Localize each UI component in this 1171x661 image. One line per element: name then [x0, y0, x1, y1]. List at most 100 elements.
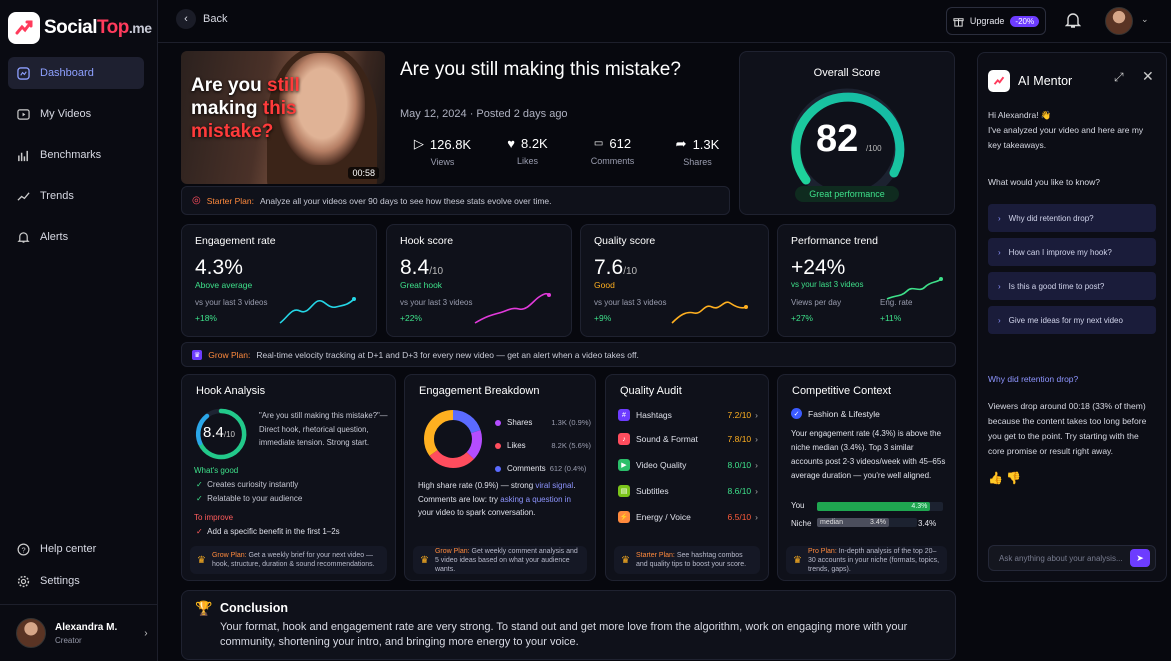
- back-button[interactable]: ‹ Back: [176, 9, 227, 29]
- nav-item-benchmarks[interactable]: Benchmarks: [8, 139, 144, 171]
- trend-icon: [17, 191, 30, 201]
- quality-row-video[interactable]: ▶ Video Quality 8.0/10 ›: [618, 456, 758, 474]
- nav-item-dashboard[interactable]: Dashboard: [8, 57, 144, 89]
- trophy-icon: 🏆: [195, 600, 213, 616]
- chevron-down-icon[interactable]: ⌄: [1141, 14, 1149, 24]
- suggestion-button[interactable]: › How can I improve my hook?: [988, 238, 1156, 266]
- user-name: Alexandra M.: [55, 621, 118, 633]
- stat-comments: ▭ 612 Comments: [590, 136, 635, 166]
- metric-value: 4.3%: [195, 256, 243, 279]
- metric-quality-score[interactable]: Quality score 7.6/10 Good vs your last 3…: [580, 224, 769, 337]
- improve-title: To improve: [194, 513, 234, 522]
- suggestion-button[interactable]: › Why did retention drop?: [988, 204, 1156, 232]
- engagement-legend: Shares 1.3K (0.9%) Likes 8.2K (5.6%) Comme…: [495, 411, 591, 480]
- brand-name: SocialTop.me: [44, 17, 152, 38]
- svg-text:?: ?: [21, 545, 25, 554]
- mentor-intro: I've analyzed your video and here are my…: [988, 125, 1144, 150]
- mentor-answer: Viewers drop around 00:18 (33% of them) …: [988, 401, 1147, 456]
- section-title: Engagement Breakdown: [419, 385, 540, 397]
- quality-row-energy[interactable]: ⚡ Energy / Voice 6.5/10 ›: [618, 511, 758, 523]
- metric-vs: vs your last 3 videos: [195, 298, 268, 307]
- send-icon[interactable]: ➤: [1130, 549, 1150, 567]
- quality-row-subtitles[interactable]: ▤ Subtitles 8.6/10 ›: [618, 482, 758, 500]
- video-thumbnail[interactable]: Are you still making this mistake? 00:58: [181, 51, 385, 184]
- expand-icon[interactable]: ⤢: [1114, 70, 1124, 84]
- user-question: Why did retention drop?: [988, 374, 1079, 384]
- mentor-question: What would you like to know?: [988, 177, 1100, 187]
- metric-delta-2: +11%: [880, 313, 902, 323]
- suggestion-button[interactable]: › Is this a good time to post?: [988, 272, 1156, 300]
- legend-row: Likes 8.2K (5.6%): [495, 434, 591, 457]
- thumbs-up-icon[interactable]: 👍: [988, 471, 1003, 485]
- you-label: You: [791, 501, 805, 510]
- notification-bell-icon[interactable]: [1065, 12, 1081, 29]
- link[interactable]: asking a question in: [500, 494, 571, 504]
- upgrade-button[interactable]: Upgrade -20%: [946, 7, 1046, 35]
- stat-shares: ➦ 1.3K Shares: [675, 136, 720, 167]
- improve-item: ✓ Add a specific benefit in the first 1–…: [196, 527, 340, 536]
- metric-title: Engagement rate: [195, 235, 276, 247]
- nav-item-help[interactable]: ? Help center: [8, 536, 144, 562]
- energy-icon: ⚡: [618, 511, 630, 523]
- metric-performance-trend[interactable]: Performance trend +24% vs your last 3 vi…: [777, 224, 956, 337]
- conclusion-card: 🏆 Conclusion Your format, hook and engag…: [181, 590, 956, 660]
- metric-title: Quality score: [594, 235, 656, 247]
- grow-plan-banner[interactable]: ♛ Grow Plan: Real-time velocity tracking…: [181, 342, 956, 367]
- avatar: [16, 618, 46, 648]
- video-stats: ▷ 126.8K Views ♥ 8.2K Likes ▭ 612 Comments ➦ 1.…: [400, 136, 740, 167]
- upsell-grow[interactable]: ♛ Grow Plan: Get a weekly brief for your …: [190, 546, 387, 574]
- chevron-right-icon: ›: [755, 410, 758, 420]
- help-icon: ?: [17, 543, 30, 555]
- overall-score-card: Overall Score 82 /100 Great performance: [739, 51, 955, 215]
- close-icon[interactable]: ✕: [1142, 68, 1154, 84]
- stat-likes: ♥ 8.2K Likes: [507, 136, 548, 166]
- mentor-input[interactable]: Ask anything about your analysis... ➤: [988, 545, 1156, 571]
- banner-text: Analyze all your videos over 90 days to …: [259, 195, 552, 206]
- video-duration: 00:58: [348, 167, 379, 179]
- sparkline: [279, 297, 356, 324]
- nav-item-trends[interactable]: Trends: [8, 180, 144, 212]
- nav-item-my-videos[interactable]: My Videos: [8, 98, 144, 130]
- conclusion-title: Conclusion: [220, 601, 289, 615]
- starter-plan-banner[interactable]: ◎ Starter Plan: Analyze all your videos …: [181, 186, 730, 215]
- sound-icon: ♪: [618, 433, 630, 445]
- quality-row-sound[interactable]: ♪ Sound & Format 7.8/10 ›: [618, 430, 758, 448]
- comment-icon: ▭: [593, 138, 604, 149]
- thumbnail-caption: Are you still making this mistake?: [191, 75, 300, 142]
- crown-icon: ♛: [621, 554, 630, 566]
- sparkline: [886, 277, 943, 300]
- metric-hook-score[interactable]: Hook score 8.4/10 Great hook vs your las…: [386, 224, 572, 337]
- nav-label: Help center: [40, 543, 97, 555]
- upsell-starter[interactable]: ♛ Starter Plan: See hashtag combos and qu…: [614, 546, 760, 574]
- thumbs-down-icon[interactable]: 👎: [1006, 471, 1022, 485]
- gift-icon: [953, 17, 964, 27]
- mentor-header: AI Mentor: [988, 70, 1072, 92]
- overall-score-max: /100: [866, 144, 882, 153]
- hook-quote: "Are you still making this mistake?"— Di…: [259, 411, 388, 447]
- crown-icon: ♛: [197, 554, 206, 566]
- header-avatar[interactable]: [1105, 7, 1133, 35]
- nav-item-alerts[interactable]: Alerts: [8, 221, 144, 253]
- upsell-pro[interactable]: ♛ Pro Plan: In-depth analysis of the top …: [786, 546, 947, 574]
- chevron-right-icon: ›: [998, 213, 1001, 223]
- sparkline: [671, 301, 748, 324]
- niche-bar: median 3.4%: [817, 518, 889, 527]
- topbar: ‹ Back Upgrade -20% ⌄: [158, 0, 1171, 43]
- crown-icon: ♛: [192, 349, 203, 360]
- subtitles-icon: ▤: [618, 485, 630, 497]
- nav-item-settings[interactable]: Settings: [8, 568, 144, 594]
- upsell-grow[interactable]: ♛ Grow Plan: Get weekly comment analysis …: [413, 546, 587, 574]
- metric-engagement-rate[interactable]: Engagement rate 4.3% Above average vs yo…: [181, 224, 377, 337]
- logo[interactable]: SocialTop.me: [8, 12, 152, 44]
- user-profile[interactable]: Alexandra M. Creator ›: [0, 604, 158, 661]
- metric-vs: vs your last 3 videos: [594, 298, 667, 307]
- suggestion-button[interactable]: › Give me ideas for my next video: [988, 306, 1156, 334]
- share-icon: ➦: [675, 136, 687, 151]
- competitive-text: Your engagement rate (4.3%) is above the…: [791, 429, 946, 480]
- nav-label: Dashboard: [40, 67, 94, 79]
- quality-row-hashtags[interactable]: # Hashtags 7.2/10 ›: [618, 406, 758, 424]
- metric-vs: Views per day: [791, 298, 842, 307]
- check-badge-icon: ✓: [791, 408, 802, 419]
- niche-bar-label: Niche: [791, 519, 812, 528]
- link[interactable]: viral signal: [535, 481, 574, 490]
